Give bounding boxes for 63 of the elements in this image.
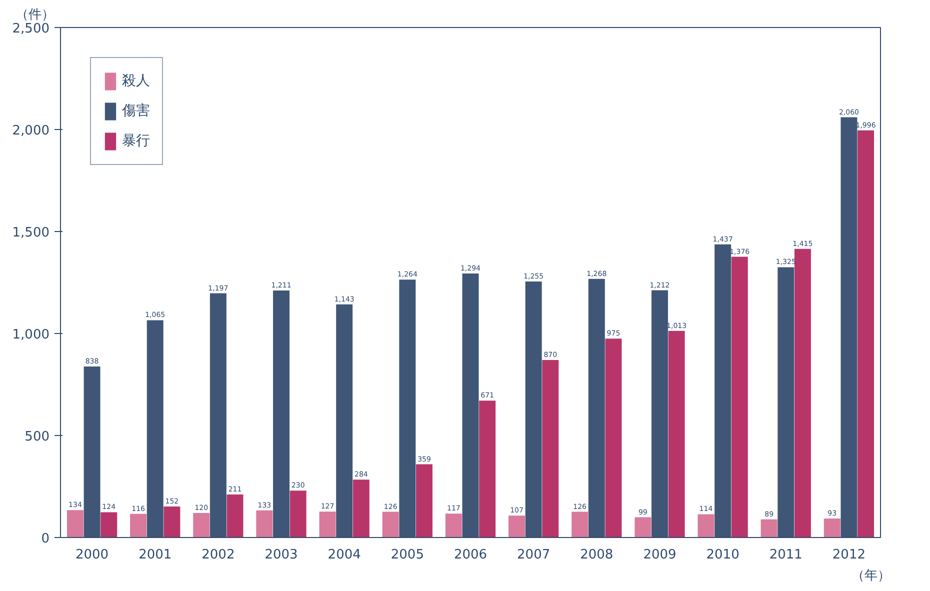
bar [256,510,273,538]
bar [542,360,559,538]
bar [572,512,588,538]
bar [146,320,164,538]
bar [84,366,100,538]
bar [760,519,778,538]
x-tick-label: 2011 [769,548,802,562]
bar [525,281,542,538]
x-tick-label: 2000 [75,548,109,562]
bar [605,338,622,538]
y-tick-label: 2,500 [12,22,50,36]
bar [130,514,147,538]
bar [778,267,794,538]
bar [164,506,180,538]
bar [226,494,244,538]
bar [858,130,874,538]
bar [588,278,605,538]
bar [273,290,290,538]
x-tick-label: 2007 [517,548,550,562]
bar [651,290,668,538]
bar [290,490,306,538]
bar [66,510,84,538]
bar [824,518,840,538]
legend-label: 傷害 [122,102,150,120]
bar [100,512,118,538]
bar [731,256,748,538]
y-tick-label: 2,000 [12,124,50,138]
bar [352,480,370,538]
bar [210,293,226,538]
bar [382,512,399,538]
bar [416,464,432,538]
x-tick-label: 2009 [643,548,676,562]
x-tick-label: 2003 [264,548,298,562]
bar [319,512,336,538]
y-tick-label: 0 [41,532,50,546]
bar [698,514,714,538]
legend-label: 暴行 [122,132,150,150]
bar [668,330,685,538]
x-tick-label: 2005 [390,548,424,562]
x-tick-label: 2002 [202,548,235,562]
y-tick-label: 1,500 [12,226,50,240]
bar [840,117,858,538]
bar [399,280,416,538]
bar [634,517,652,538]
x-tick-label: 2012 [832,548,866,562]
x-axis-title: （年） [852,568,890,584]
x-tick-label: 2004 [328,548,361,562]
x-tick-label: 2001 [138,548,172,562]
x-tick-label: 2008 [580,548,614,562]
bar [462,274,479,538]
bar [479,400,496,538]
y-tick-label: 1,000 [12,328,50,342]
legend-label: 殺人 [122,72,150,90]
bar [794,248,811,538]
x-tick-label: 2006 [454,548,488,562]
bar [714,244,732,538]
x-tick-label: 2010 [706,548,740,562]
y-tick-label: 500 [24,430,50,444]
y-axis-title: （件） [16,8,54,22]
bar [445,514,462,538]
bar [508,516,525,538]
bar [193,513,210,538]
bar [336,304,353,538]
